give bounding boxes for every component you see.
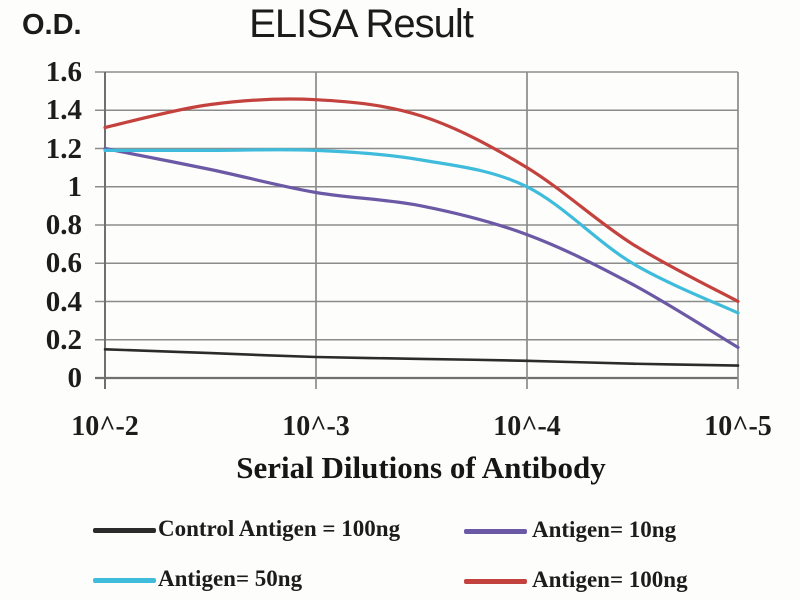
curve-antigen-100ng xyxy=(103,97,740,304)
y-tick-label: 1.4 xyxy=(45,94,82,126)
curve-antigen-10ng xyxy=(103,146,740,349)
legend-line-antigen-100ng xyxy=(464,579,527,584)
legend-label-antigen-10ng: Antigen= 10ng xyxy=(532,517,677,542)
y-tick-label: 0.8 xyxy=(45,209,82,241)
curve-antigen-50ng xyxy=(103,148,740,315)
x-axis-title: Serial Dilutions of Antibody xyxy=(236,450,606,485)
y-tick-label: 0 xyxy=(67,362,83,394)
legend-line-antigen-10ng xyxy=(464,529,527,534)
y-tick-label: 0.4 xyxy=(45,286,82,318)
legend-label-antigen-100ng: Antigen= 100ng xyxy=(532,567,688,592)
legend-label-control-antigen-100ng: Control Antigen = 100ng xyxy=(158,516,401,541)
y-tick-label: 0.6 xyxy=(45,247,82,279)
x-tick-label: 10^-3 xyxy=(282,411,350,442)
legend-line-control-antigen-100ng xyxy=(93,528,156,533)
legend-label-antigen-50ng: Antigen= 50ng xyxy=(158,566,303,591)
curve-control-antigen-100ng xyxy=(103,348,740,367)
chart-title: ELISA Result xyxy=(249,2,474,46)
x-tick-label: 10^-5 xyxy=(704,411,772,442)
y-axis-unit-label: O.D. xyxy=(22,9,82,41)
y-tick-label: 1 xyxy=(67,171,83,203)
x-tick-label: 10^-2 xyxy=(71,411,139,442)
x-tick-label: 10^-4 xyxy=(493,411,561,442)
y-tick-label: 1.6 xyxy=(45,56,82,88)
y-tick-label: 1.2 xyxy=(45,133,82,165)
y-tick-label: 0.2 xyxy=(45,324,82,356)
legend-line-antigen-50ng xyxy=(93,578,156,583)
